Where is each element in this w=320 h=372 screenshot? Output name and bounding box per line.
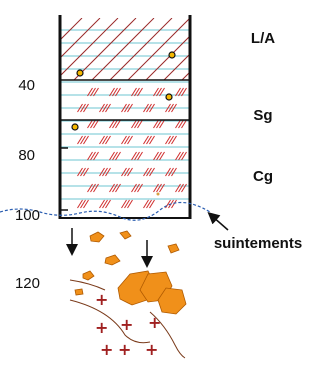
horizon-label: Cg xyxy=(253,168,273,185)
hatch-line xyxy=(164,18,226,80)
hatch-line xyxy=(38,18,100,80)
gravels xyxy=(75,231,186,314)
hatch-line xyxy=(110,18,172,80)
arrow xyxy=(212,216,228,230)
plus-sign: + xyxy=(145,340,158,359)
horizon-label: L/A xyxy=(251,30,275,47)
plus-sign: + xyxy=(118,340,131,359)
hatch-line xyxy=(56,18,118,80)
plus-sign: + xyxy=(100,340,113,359)
depth-label: 80 xyxy=(18,147,35,164)
plus-sign: + xyxy=(95,318,108,337)
depth-label: 100 xyxy=(15,207,40,224)
hatch-line xyxy=(200,18,262,80)
plus-sign: + xyxy=(95,290,108,309)
annotation: suintements xyxy=(214,235,302,252)
hatch-line xyxy=(128,18,190,80)
profile-frame xyxy=(60,15,190,219)
hatch-line xyxy=(92,18,154,80)
hatch-line xyxy=(218,18,280,80)
plus-sign: + xyxy=(148,313,161,332)
soil-profile: + + + + + + + 40 80 100 120 L/A Sg Cg suinteme… xyxy=(0,0,319,372)
hatch-line xyxy=(146,18,208,80)
plus-sign: + xyxy=(120,315,133,334)
hatch-line xyxy=(74,18,136,80)
depth-label: 40 xyxy=(18,77,35,94)
horizon-label: Sg xyxy=(253,107,272,124)
hatch-line xyxy=(20,18,82,80)
depth-label: 120 xyxy=(15,275,40,292)
